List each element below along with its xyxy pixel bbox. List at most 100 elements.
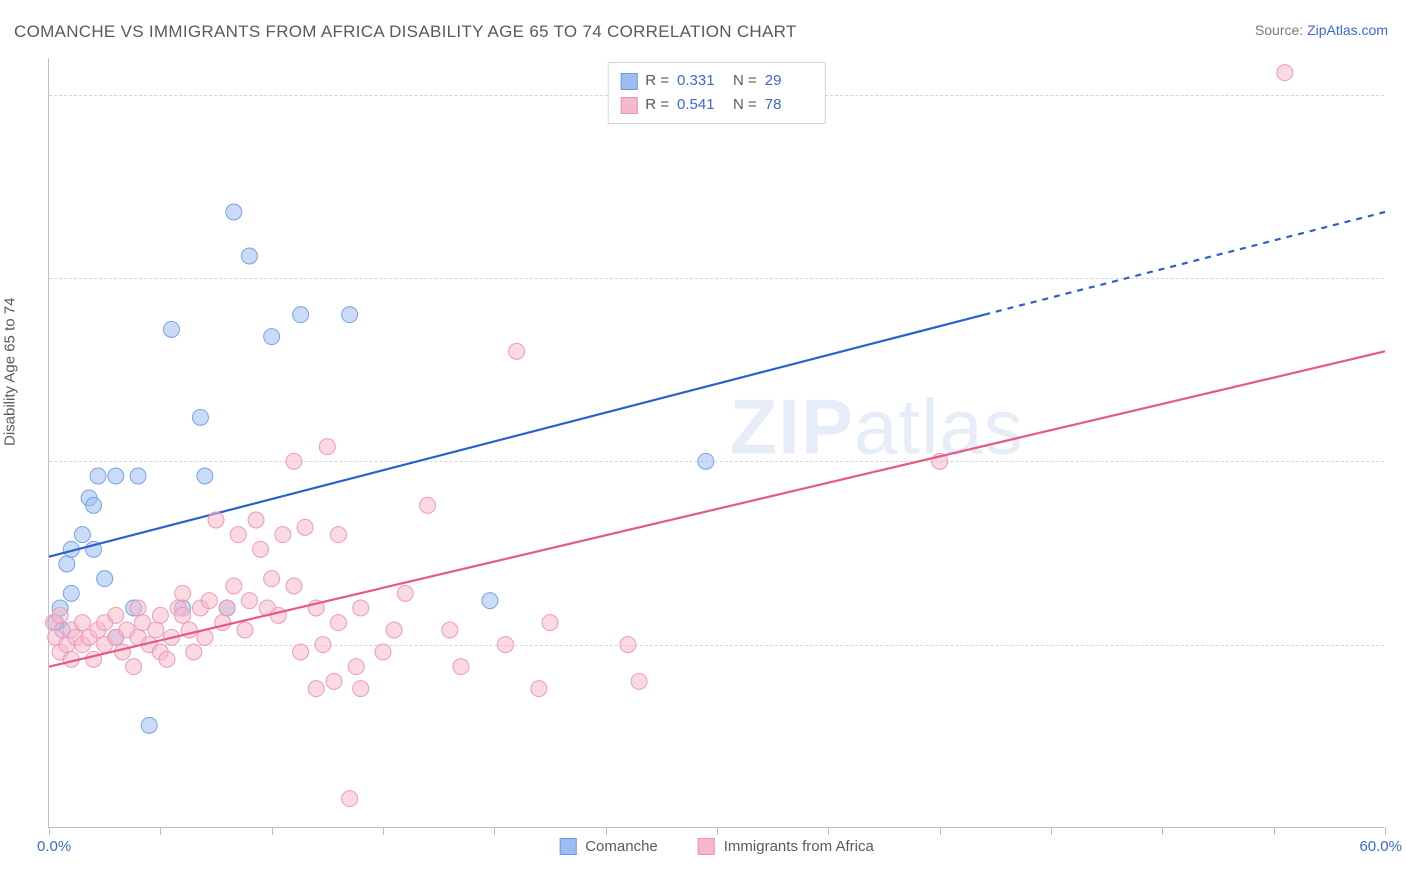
scatter-point xyxy=(208,512,224,528)
scatter-point xyxy=(330,527,346,543)
scatter-point xyxy=(420,497,436,513)
n-label: N = xyxy=(733,69,757,93)
scatter-point xyxy=(141,717,157,733)
legend-swatch xyxy=(620,73,637,90)
scatter-point xyxy=(108,468,124,484)
scatter-point xyxy=(531,681,547,697)
scatter-point xyxy=(397,585,413,601)
xtick xyxy=(494,827,495,835)
xtick xyxy=(49,827,50,835)
scatter-point xyxy=(241,248,257,264)
regression-line-extrapolated xyxy=(984,212,1385,315)
y-axis-label: Disability Age 65 to 74 xyxy=(2,298,19,446)
scatter-point xyxy=(293,644,309,660)
scatter-point xyxy=(326,673,342,689)
scatter-point xyxy=(509,343,525,359)
source-prefix: Source: xyxy=(1255,22,1307,38)
xtick xyxy=(272,827,273,835)
scatter-point xyxy=(63,585,79,601)
scatter-point xyxy=(230,527,246,543)
scatter-point xyxy=(270,607,286,623)
scatter-point xyxy=(286,453,302,469)
xtick xyxy=(1274,827,1275,835)
scatter-point xyxy=(375,644,391,660)
scatter-point xyxy=(97,571,113,587)
n-label: N = xyxy=(733,93,757,117)
scatter-point xyxy=(315,637,331,653)
scatter-point xyxy=(159,651,175,667)
legend-swatch xyxy=(559,838,576,855)
scatter-point xyxy=(620,637,636,653)
scatter-point xyxy=(264,571,280,587)
scatter-point xyxy=(631,673,647,689)
scatter-point xyxy=(90,468,106,484)
scatter-point xyxy=(114,644,130,660)
chart-title: COMANCHE VS IMMIGRANTS FROM AFRICA DISAB… xyxy=(14,22,797,42)
scatter-point xyxy=(275,527,291,543)
legend-series: Comanche Immigrants from Africa xyxy=(559,838,874,855)
r-label: R = xyxy=(645,69,669,93)
xtick xyxy=(160,827,161,835)
scatter-point xyxy=(126,659,142,675)
legend-series-item: Immigrants from Africa xyxy=(698,838,874,855)
scatter-point xyxy=(108,607,124,623)
scatter-point xyxy=(253,541,269,557)
xtick xyxy=(383,827,384,835)
scatter-point xyxy=(237,622,253,638)
scatter-point xyxy=(192,409,208,425)
regression-line xyxy=(49,351,1385,666)
scatter-point xyxy=(330,615,346,631)
scatter-point xyxy=(293,307,309,323)
scatter-point xyxy=(130,468,146,484)
xtick xyxy=(717,827,718,835)
legend-series-item: Comanche xyxy=(559,838,658,855)
xtick xyxy=(1051,827,1052,835)
scatter-point xyxy=(308,681,324,697)
scatter-point xyxy=(226,578,242,594)
x-axis-end-label: 60.0% xyxy=(1359,838,1402,855)
scatter-point xyxy=(241,593,257,609)
scatter-point xyxy=(175,607,191,623)
r-value: 0.541 xyxy=(677,93,725,117)
scatter-point xyxy=(348,659,364,675)
scatter-point xyxy=(74,527,90,543)
xtick xyxy=(828,827,829,835)
scatter-point xyxy=(297,519,313,535)
xtick xyxy=(1385,827,1386,835)
legend-correlation-row: R = 0.331 N = 29 xyxy=(620,69,813,93)
scatter-point xyxy=(342,791,358,807)
scatter-point xyxy=(152,607,168,623)
n-value: 78 xyxy=(765,93,813,117)
scatter-point xyxy=(453,659,469,675)
scatter-point xyxy=(163,321,179,337)
source-link[interactable]: ZipAtlas.com xyxy=(1307,22,1388,38)
chart-container: COMANCHE VS IMMIGRANTS FROM AFRICA DISAB… xyxy=(0,0,1406,892)
scatter-point xyxy=(197,468,213,484)
plot-svg xyxy=(49,58,1384,827)
scatter-point xyxy=(74,615,90,631)
source-attribution: Source: ZipAtlas.com xyxy=(1255,22,1388,38)
xtick xyxy=(1162,827,1163,835)
r-label: R = xyxy=(645,93,669,117)
plot-area: ZIPatlas 25.0%50.0%75.0%100.0% 0.0% 60.0… xyxy=(48,58,1384,828)
legend-swatch xyxy=(620,97,637,114)
n-value: 29 xyxy=(765,69,813,93)
scatter-point xyxy=(130,600,146,616)
r-value: 0.331 xyxy=(677,69,725,93)
legend-series-label: Immigrants from Africa xyxy=(724,838,874,855)
scatter-point xyxy=(353,681,369,697)
legend-swatch xyxy=(698,838,715,855)
scatter-point xyxy=(52,607,68,623)
scatter-point xyxy=(497,637,513,653)
scatter-point xyxy=(186,644,202,660)
scatter-point xyxy=(215,615,231,631)
scatter-point xyxy=(342,307,358,323)
scatter-point xyxy=(264,329,280,345)
scatter-point xyxy=(201,593,217,609)
scatter-point xyxy=(353,600,369,616)
scatter-point xyxy=(386,622,402,638)
scatter-point xyxy=(86,497,102,513)
scatter-point xyxy=(482,593,498,609)
scatter-point xyxy=(1277,65,1293,81)
scatter-point xyxy=(286,578,302,594)
